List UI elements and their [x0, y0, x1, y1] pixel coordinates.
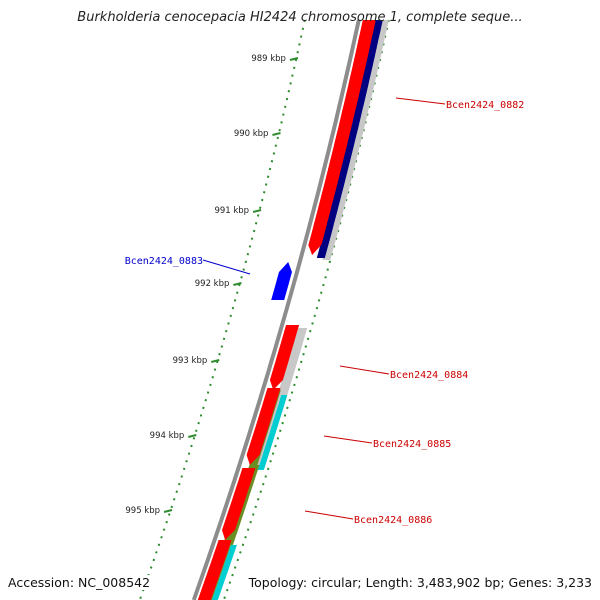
- gene-label-leader: [304, 510, 354, 520]
- scale-tick-label: 995 kbp: [125, 506, 160, 516]
- scale-tick: [233, 282, 242, 286]
- gene-label-leader: [395, 97, 446, 105]
- gene-label-leader: [202, 259, 251, 275]
- scale-tick-label: 994 kbp: [150, 431, 185, 441]
- scale-tick-label: 990 kbp: [234, 129, 269, 139]
- label-layer: Bcen2424_0882 Bcen2424_0883 Bcen2424_0884 B…: [125, 97, 524, 526]
- scale-tick: [188, 434, 197, 438]
- cog-track-band: [211, 545, 237, 600]
- scale-tick-label: 989 kbp: [251, 54, 286, 64]
- backbone-layer: [191, 19, 361, 600]
- accession-text: Accession: NC_008542: [8, 575, 153, 590]
- summary-text: Topology: circular; Length: 3,483,902 bp…: [244, 575, 592, 590]
- scale-tick-label: 992 kbp: [195, 279, 230, 289]
- scale-tick-label: 991 kbp: [214, 206, 249, 216]
- gene-Bcen2424_0886: [222, 468, 256, 540]
- gene-label-Bcen2424_0883: Bcen2424_0883: [125, 256, 203, 267]
- cds-track-band: [277, 328, 308, 395]
- gene-next: [197, 540, 232, 600]
- gene-label-leader: [339, 365, 390, 375]
- map-title: Burkholderia cenocepacia HI2424 chromoso…: [77, 10, 523, 25]
- gene-Bcen2424_0885: [246, 388, 281, 465]
- scale-tick: [163, 509, 173, 513]
- feature-layer: [197, 20, 389, 600]
- gene-label-Bcen2424_0886: Bcen2424_0886: [354, 515, 432, 526]
- gene-label-leader: [323, 435, 373, 444]
- gene-Bcen2424_0884: [269, 325, 300, 390]
- gene-Bcen2424_0883: [271, 262, 292, 300]
- scale-tick: [272, 132, 281, 136]
- gene-label-Bcen2424_0882: Bcen2424_0882: [446, 100, 524, 111]
- gene-Bcen2424_0882: [308, 20, 376, 255]
- scale-tick: [289, 57, 299, 61]
- scale-tick: [211, 359, 220, 363]
- scale-tick-label: 993 kbp: [173, 356, 208, 366]
- chromosome-backbone: [191, 19, 361, 600]
- gene-label-Bcen2424_0885: Bcen2424_0885: [373, 439, 451, 450]
- cog-track-band: [257, 395, 288, 470]
- scale-tick: [252, 209, 262, 213]
- gene-label-Bcen2424_0884: Bcen2424_0884: [390, 370, 468, 381]
